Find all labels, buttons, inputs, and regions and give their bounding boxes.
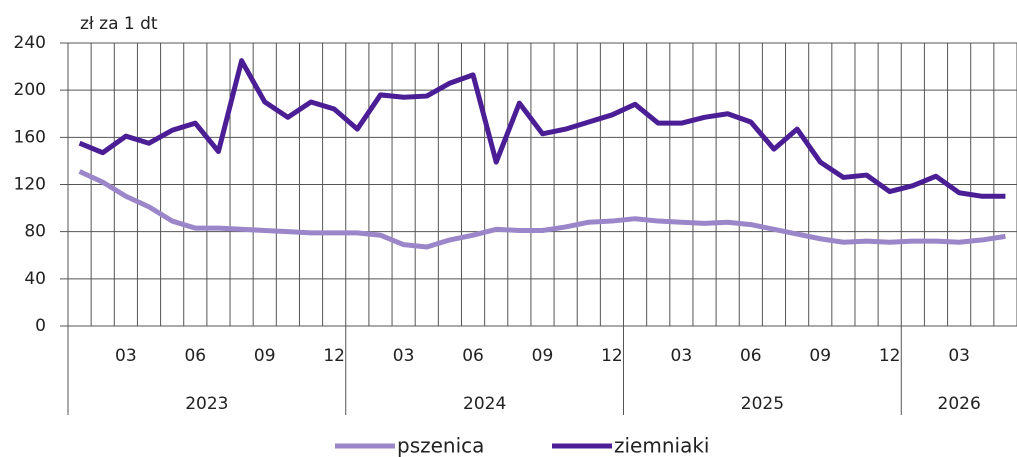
y-tick-label: 0 [35, 316, 46, 336]
x-tick-label: 09 [809, 346, 831, 366]
legend: pszenica ziemniaki [335, 434, 709, 457]
y-tick-label: 200 [14, 80, 46, 100]
x-tick-label: 06 [740, 346, 762, 366]
x-group-label: 2024 [463, 394, 506, 414]
x-tick-label: 12 [879, 346, 901, 366]
y-tick-label: 80 [24, 222, 46, 242]
x-tick-label: 03 [948, 346, 970, 366]
x-tick-label: 09 [532, 346, 554, 366]
series-line [78, 169, 1006, 250]
x-tick-label: 03 [671, 346, 693, 366]
x-group-label: 2023 [185, 394, 228, 414]
y-tick-label: 160 [14, 127, 46, 147]
y-tick-label: 120 [14, 175, 46, 195]
y-tick-label: 40 [24, 269, 46, 289]
x-tick-label: 03 [115, 346, 137, 366]
x-group-label: 2026 [938, 394, 981, 414]
legend-label: pszenica [397, 434, 484, 457]
x-tick-label: 06 [184, 346, 206, 366]
y-tick-label: 240 [14, 33, 46, 53]
x-tick-label: 06 [462, 346, 484, 366]
x-tick-label: 09 [254, 346, 276, 366]
series-line [78, 58, 1006, 199]
x-tick-label: 03 [393, 346, 415, 366]
x-tick-label: 12 [601, 346, 623, 366]
x-tick-label: 12 [323, 346, 345, 366]
y-axis-label: zł za 1 dt [80, 14, 158, 34]
x-group-label: 2025 [741, 394, 784, 414]
legend-label: ziemniaki [614, 434, 709, 457]
